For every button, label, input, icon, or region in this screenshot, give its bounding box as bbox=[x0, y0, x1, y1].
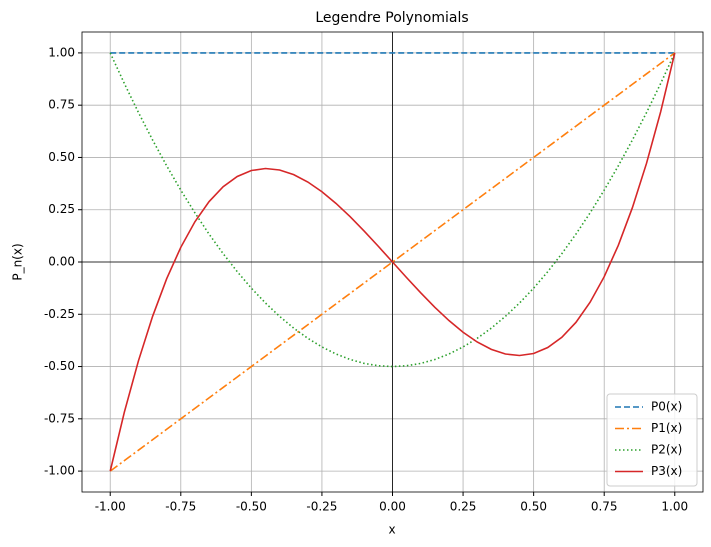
legend-label: P1(x) bbox=[651, 421, 682, 435]
chart-title: Legendre Polynomials bbox=[315, 10, 468, 26]
x-tick-label: -0.25 bbox=[306, 500, 337, 514]
x-tick-label: 0.25 bbox=[450, 500, 477, 514]
y-tick-label: 0.50 bbox=[48, 150, 75, 164]
series-line bbox=[109, 52, 676, 368]
y-tick-label: -1.00 bbox=[44, 464, 75, 478]
series-line bbox=[109, 52, 676, 472]
series-line bbox=[109, 52, 676, 472]
y-tick-label: 0.75 bbox=[48, 98, 75, 112]
y-tick-label: 0.00 bbox=[48, 255, 75, 269]
y-axis-label: P_n(x) bbox=[11, 243, 25, 280]
x-tick-label: 1.00 bbox=[661, 500, 688, 514]
y-tick-label: -0.75 bbox=[44, 411, 75, 425]
y-tick-label: -0.25 bbox=[44, 307, 75, 321]
x-tick-label: 0.50 bbox=[520, 500, 547, 514]
x-tick-label: -1.00 bbox=[95, 500, 126, 514]
legend-label: P3(x) bbox=[651, 464, 682, 478]
legend-box bbox=[606, 393, 698, 487]
plot-frame bbox=[81, 31, 704, 493]
y-tick-label: 0.25 bbox=[48, 202, 75, 216]
legend-label: P2(x) bbox=[651, 443, 682, 457]
legend-label: P0(x) bbox=[651, 400, 682, 414]
y-tick-label: -0.50 bbox=[44, 359, 75, 373]
x-axis-label: x bbox=[388, 523, 395, 537]
x-tick-label: -0.75 bbox=[165, 500, 196, 514]
legend: P0(x) P1(x) P2(x) P3(x) bbox=[606, 393, 698, 487]
y-tick-label: 1.00 bbox=[48, 45, 75, 59]
x-tick-label: -0.50 bbox=[236, 500, 267, 514]
x-tick-label: 0.00 bbox=[379, 500, 406, 514]
x-tick-label: 0.75 bbox=[591, 500, 618, 514]
